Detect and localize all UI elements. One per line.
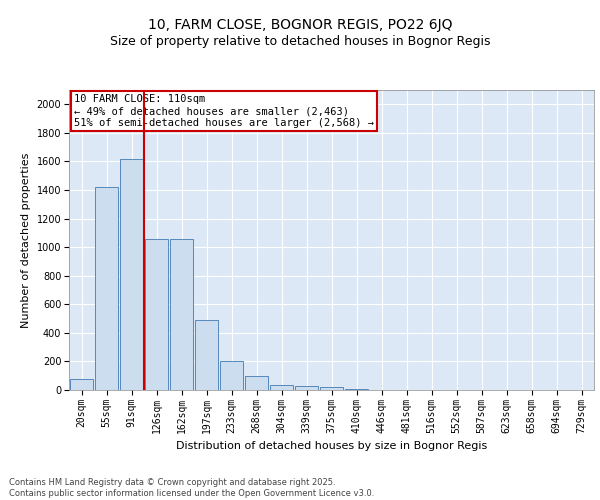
Bar <box>170 240 193 390</box>
Bar <box>269 384 293 390</box>
Bar <box>320 388 343 390</box>
Bar <box>245 376 268 390</box>
Text: 10 FARM CLOSE: 110sqm
← 49% of detached houses are smaller (2,463)
51% of semi-d: 10 FARM CLOSE: 110sqm ← 49% of detached … <box>74 94 374 128</box>
X-axis label: Distribution of detached houses by size in Bognor Regis: Distribution of detached houses by size … <box>176 441 487 451</box>
Text: Size of property relative to detached houses in Bognor Regis: Size of property relative to detached ho… <box>110 35 490 48</box>
Bar <box>145 238 169 390</box>
Text: 10, FARM CLOSE, BOGNOR REGIS, PO22 6JQ: 10, FARM CLOSE, BOGNOR REGIS, PO22 6JQ <box>148 18 452 32</box>
Bar <box>119 158 143 390</box>
Bar <box>95 187 118 390</box>
Text: Contains HM Land Registry data © Crown copyright and database right 2025.
Contai: Contains HM Land Registry data © Crown c… <box>9 478 374 498</box>
Y-axis label: Number of detached properties: Number of detached properties <box>21 152 31 328</box>
Bar <box>194 320 218 390</box>
Bar <box>295 386 319 390</box>
Bar <box>70 378 94 390</box>
Bar <box>220 360 244 390</box>
